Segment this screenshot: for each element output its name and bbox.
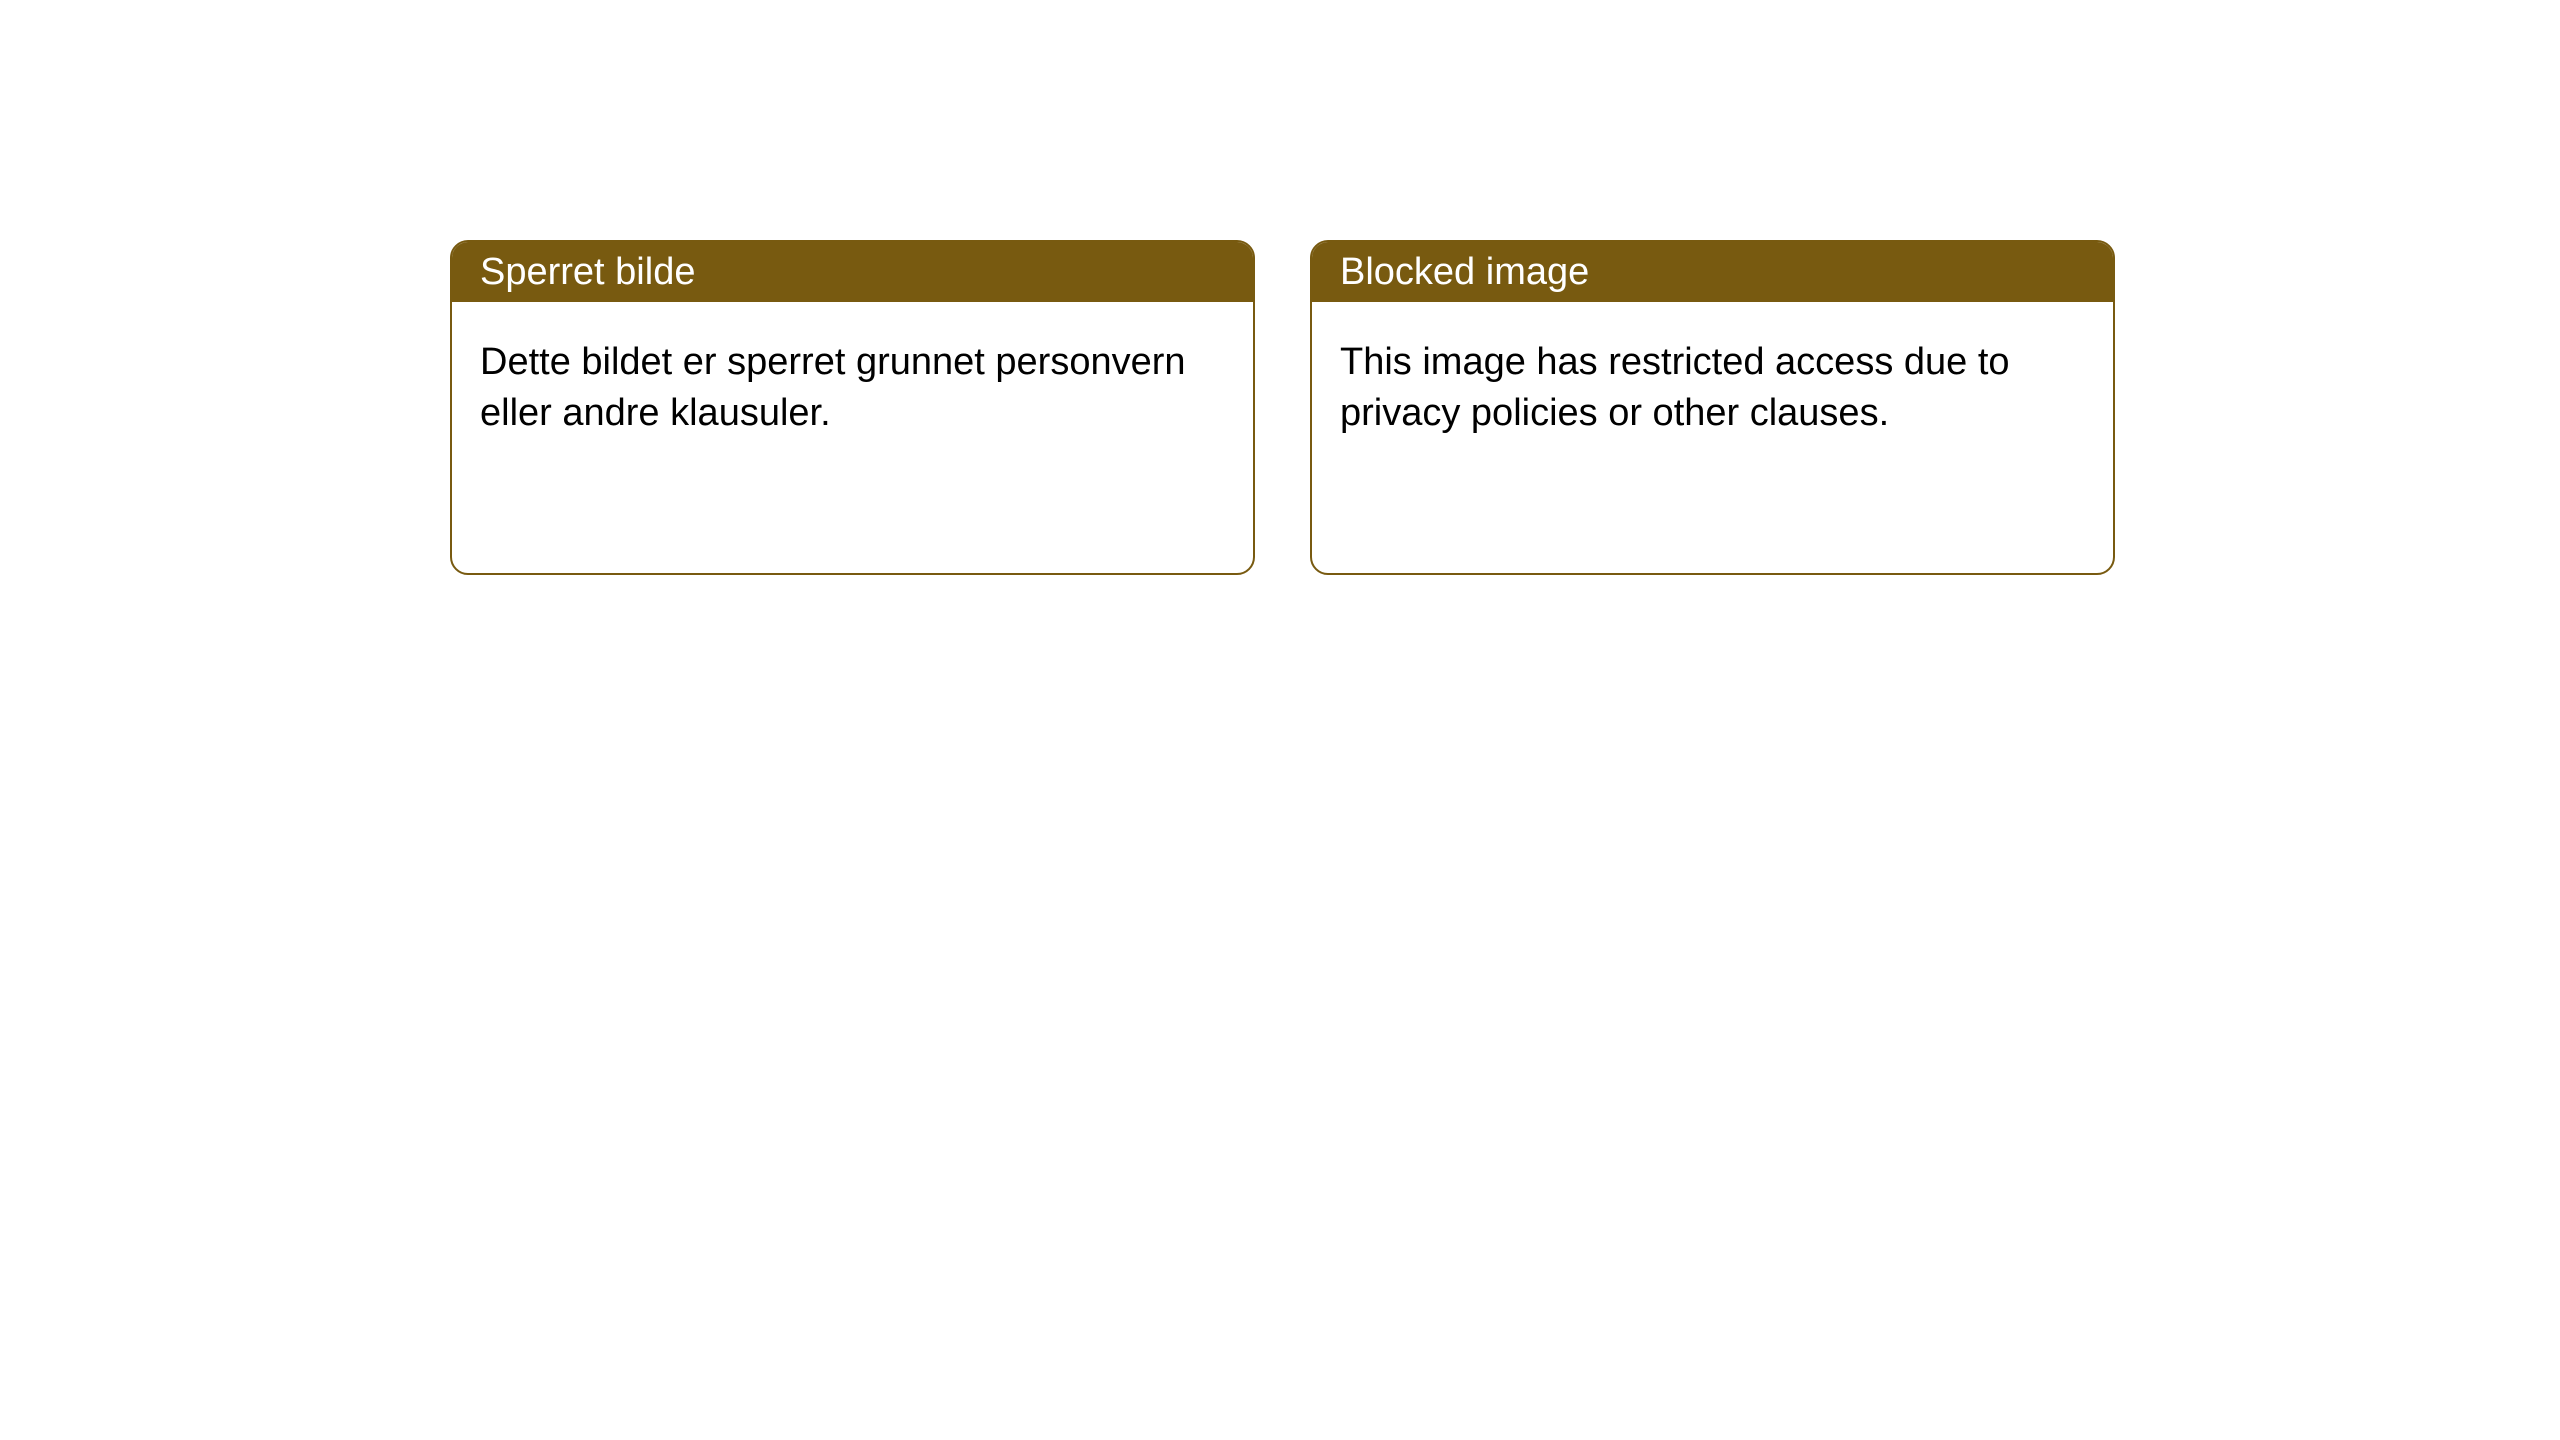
notice-container: Sperret bilde Dette bildet er sperret gr… — [0, 0, 2560, 575]
notice-card-english: Blocked image This image has restricted … — [1310, 240, 2115, 575]
notice-card-norwegian: Sperret bilde Dette bildet er sperret gr… — [450, 240, 1255, 575]
notice-header-text: Blocked image — [1340, 251, 1589, 294]
notice-body-text: This image has restricted access due to … — [1340, 341, 2010, 434]
notice-header: Sperret bilde — [452, 242, 1253, 302]
notice-header-text: Sperret bilde — [480, 251, 695, 294]
notice-body: Dette bildet er sperret grunnet personve… — [452, 302, 1253, 475]
notice-body: This image has restricted access due to … — [1312, 302, 2113, 475]
notice-header: Blocked image — [1312, 242, 2113, 302]
notice-body-text: Dette bildet er sperret grunnet personve… — [480, 341, 1186, 434]
